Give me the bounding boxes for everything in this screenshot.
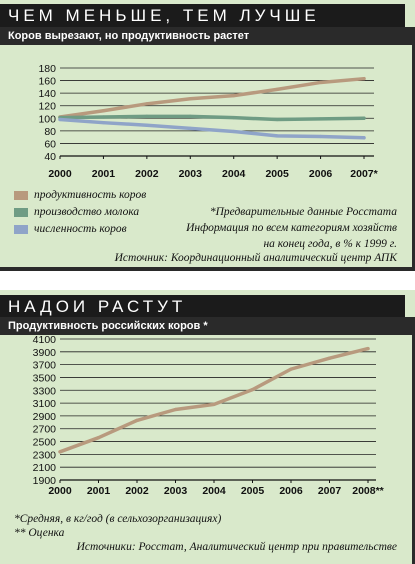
- x-tick-label: 2004: [222, 168, 246, 180]
- y-tick-label: 3100: [33, 398, 57, 410]
- data-point: [318, 134, 323, 139]
- data-point: [318, 80, 323, 85]
- series-line-1: [58, 76, 366, 119]
- data-point: [188, 114, 192, 118]
- footnote-average: *Средняя, в кг/год (в сельхозорганизация…: [14, 513, 222, 525]
- legend-label: продуктивность коров: [34, 189, 147, 201]
- chart-panel-yield: НАДОИ РАСТУТ Продуктивность российских к…: [0, 290, 415, 564]
- x-tick-label: 2005: [265, 168, 289, 180]
- x-tick-label: 2003: [179, 168, 203, 180]
- x-tick-label: 2001: [87, 485, 111, 497]
- legend-label: численность коров: [34, 223, 127, 235]
- footnote-preliminary: *Предварительные данные Росстата: [209, 206, 397, 218]
- data-point: [232, 129, 236, 134]
- y-tick-label: 2300: [33, 449, 57, 461]
- x-tick-label: 2004: [202, 485, 226, 497]
- data-point: [188, 126, 192, 130]
- y-tick-label: 160: [38, 76, 56, 88]
- data-point: [289, 367, 293, 371]
- x-tick-label: 2008**: [352, 485, 384, 497]
- x-tick-label: 2003: [164, 485, 188, 497]
- data-point: [275, 134, 279, 138]
- data-point: [96, 436, 101, 440]
- series-line-3: [58, 117, 366, 140]
- y-tick-label: 4100: [33, 334, 57, 346]
- y-tick-label: 2100: [33, 462, 57, 474]
- x-tick-label: 2001: [92, 168, 116, 180]
- line-chart-yield: 1900210023002500270029003100330035003700…: [33, 334, 385, 497]
- y-tick-label: 40: [44, 151, 56, 163]
- x-tick-label: 2006: [309, 168, 333, 180]
- y-tick-label: 3500: [33, 372, 57, 384]
- panel-edge-bottom: [0, 267, 415, 271]
- y-tick-label: 180: [38, 63, 56, 75]
- y-tick-label: 80: [44, 126, 56, 138]
- data-point: [318, 117, 323, 121]
- x-tick-label: 2007: [318, 485, 342, 497]
- data-point: [101, 121, 106, 125]
- legend-item-cows: численность коров: [14, 221, 127, 237]
- series-line-1: [58, 346, 370, 454]
- panel-edge: [412, 27, 415, 271]
- x-tick-label: 2002: [125, 485, 149, 497]
- y-tick-label: 60: [44, 138, 56, 150]
- y-tick-label: 140: [38, 88, 56, 100]
- x-tick-label: 2005: [241, 485, 265, 497]
- data-point: [362, 77, 366, 81]
- legend-swatch: [14, 190, 28, 200]
- y-tick-label: 100: [38, 113, 56, 125]
- data-point: [145, 123, 149, 127]
- x-tick-label: 2000: [48, 168, 72, 180]
- data-point: [212, 402, 216, 406]
- chart-title: ЧЕМ МЕНЬШЕ, ТЕМ ЛУЧШЕ: [0, 4, 405, 28]
- data-point: [58, 117, 62, 122]
- data-point: [188, 97, 192, 101]
- data-point: [250, 388, 255, 392]
- chart-subtitle: Коров вырезают, но продуктивность растет: [0, 27, 412, 45]
- y-tick-label: 1900: [33, 475, 57, 487]
- data-point: [275, 117, 279, 122]
- data-point: [101, 109, 106, 113]
- chart-panel-herd: ЧЕМ МЕНЬШЕ, ТЕМ ЛУЧШЕ Коров вырезают, но…: [0, 0, 415, 271]
- data-point: [145, 102, 149, 106]
- legend-swatch: [14, 224, 28, 234]
- y-tick-label: 3900: [33, 347, 57, 359]
- x-tick-label: 2002: [135, 168, 159, 180]
- y-tick-label: 120: [38, 101, 56, 113]
- legend-label: производство молока: [34, 206, 140, 218]
- x-tick-label: 2000: [48, 485, 72, 497]
- data-point: [173, 407, 178, 412]
- source-note: Источник: Координационный аналитический …: [114, 252, 397, 264]
- data-point: [101, 115, 106, 119]
- chart-subtitle: Продуктивность российских коров *: [0, 317, 412, 335]
- data-point: [362, 136, 366, 140]
- panel-edge: [412, 317, 415, 564]
- y-tick-label: 2700: [33, 424, 57, 436]
- data-point: [232, 94, 236, 98]
- footnote-basis-1: Информация по всем категориям хозяйств: [186, 222, 397, 234]
- series-line-2: [58, 114, 366, 122]
- y-tick-label: 2500: [33, 437, 57, 449]
- y-tick-label: 3300: [33, 385, 57, 397]
- data-point: [145, 114, 149, 118]
- data-point: [327, 356, 332, 360]
- data-point: [366, 347, 370, 351]
- data-point: [135, 418, 139, 422]
- x-tick-label: 2006: [279, 485, 303, 497]
- data-point: [232, 116, 236, 120]
- legend-swatch: [14, 207, 28, 217]
- legend-item-milk: производство молока: [14, 204, 139, 220]
- data-point: [362, 116, 366, 120]
- data-point: [58, 450, 62, 454]
- data-point: [275, 87, 279, 91]
- y-tick-label: 2900: [33, 411, 57, 423]
- source-note: Источники: Росстат, Аналитический центр …: [76, 541, 397, 553]
- footnote-basis-2: на конец года, в % к 1999 г.: [263, 238, 397, 250]
- legend-item-productivity: продуктивность коров: [14, 187, 146, 203]
- y-tick-label: 3700: [33, 360, 57, 372]
- chart-title: НАДОИ РАСТУТ: [0, 295, 405, 319]
- footnote-estimate: ** Оценка: [14, 527, 65, 539]
- x-tick-label: 2007*: [350, 168, 378, 180]
